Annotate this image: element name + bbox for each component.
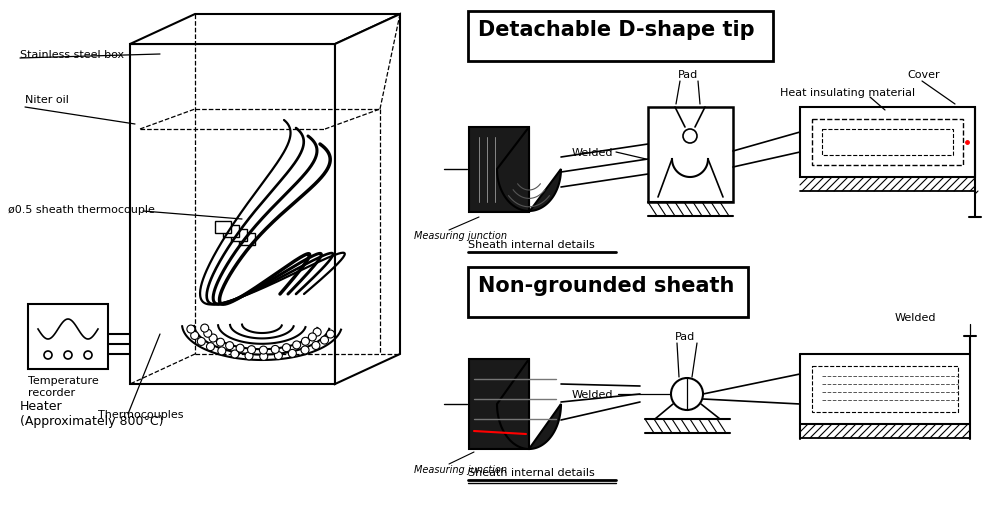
Text: Stainless steel box: Stainless steel box	[20, 50, 124, 60]
Text: Sheath internal details: Sheath internal details	[468, 240, 595, 249]
Text: Non-grounded sheath: Non-grounded sheath	[478, 275, 734, 295]
Bar	[469, 128, 529, 213]
Text: Measuring junction: Measuring junction	[414, 464, 507, 474]
Circle shape	[260, 347, 268, 354]
Text: Niter oil: Niter oil	[25, 95, 68, 105]
Circle shape	[283, 344, 291, 352]
Circle shape	[201, 324, 208, 332]
Circle shape	[204, 330, 212, 337]
Circle shape	[309, 333, 316, 342]
Bar	[231, 230, 247, 242]
Circle shape	[302, 337, 310, 346]
Text: Sheath internal details: Sheath internal details	[468, 467, 595, 477]
Circle shape	[191, 332, 198, 340]
Text: Heater
(Approximately 800°C): Heater (Approximately 800°C)	[20, 399, 164, 427]
Circle shape	[260, 353, 268, 361]
Bar	[468, 12, 773, 62]
Circle shape	[197, 338, 205, 346]
Circle shape	[293, 341, 301, 349]
Circle shape	[671, 378, 703, 410]
Polygon shape	[130, 15, 400, 45]
Text: Cover: Cover	[907, 70, 940, 80]
Circle shape	[218, 347, 225, 355]
Bar	[812, 366, 958, 412]
Bar	[223, 225, 239, 238]
Bar	[239, 234, 255, 245]
Bar	[215, 221, 231, 234]
Bar	[469, 359, 529, 449]
Circle shape	[216, 338, 224, 347]
Text: Measuring junction: Measuring junction	[414, 231, 507, 241]
Circle shape	[230, 350, 238, 358]
Circle shape	[321, 336, 329, 345]
Text: Detachable D-shape tip: Detachable D-shape tip	[478, 20, 754, 40]
Text: Welded: Welded	[895, 313, 937, 322]
Circle shape	[272, 346, 280, 354]
Text: Welded: Welded	[572, 148, 614, 158]
Bar	[822, 130, 953, 156]
Circle shape	[64, 351, 72, 359]
Bar	[648, 108, 733, 203]
Circle shape	[225, 342, 233, 350]
Circle shape	[245, 352, 254, 360]
Circle shape	[83, 351, 92, 359]
Text: Heat insulating material: Heat insulating material	[780, 88, 915, 98]
Bar	[28, 304, 108, 369]
Circle shape	[247, 346, 256, 354]
Polygon shape	[497, 359, 561, 449]
Circle shape	[312, 342, 320, 350]
Text: Temperature
recorder: Temperature recorder	[28, 375, 99, 397]
Circle shape	[187, 325, 195, 333]
Text: Welded: Welded	[572, 389, 614, 399]
Bar	[468, 267, 748, 318]
Circle shape	[209, 334, 217, 343]
Circle shape	[327, 330, 334, 338]
Bar	[800, 108, 975, 178]
Text: Pad: Pad	[678, 70, 698, 80]
Circle shape	[301, 346, 309, 354]
Bar	[812, 120, 963, 165]
Circle shape	[683, 130, 697, 144]
Polygon shape	[497, 128, 561, 213]
Bar	[130, 45, 335, 384]
Polygon shape	[335, 15, 400, 384]
Text: Thermocouples: Thermocouples	[98, 409, 183, 419]
Text: Pad: Pad	[675, 331, 695, 342]
Circle shape	[206, 343, 214, 351]
Circle shape	[236, 345, 244, 352]
Circle shape	[275, 352, 283, 360]
Circle shape	[313, 328, 321, 336]
Circle shape	[44, 351, 52, 359]
Circle shape	[289, 350, 297, 358]
Text: ø0.5 sheath thermocouple: ø0.5 sheath thermocouple	[8, 205, 155, 215]
